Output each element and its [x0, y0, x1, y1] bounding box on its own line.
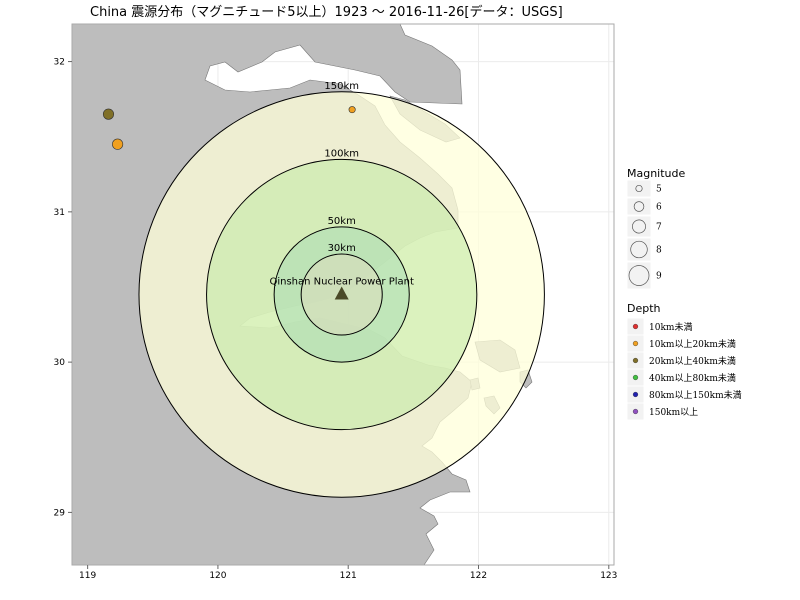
y-tick-label: 29	[54, 508, 66, 518]
axes: 119 120 121 122 123 32 31 30 29	[54, 58, 618, 581]
ring-label: 30km	[328, 243, 356, 254]
legend-magnitude-symbol	[628, 265, 650, 286]
legend-magnitude-symbol	[635, 184, 643, 193]
ring-label: 150km	[324, 81, 359, 92]
y-tick-label: 31	[54, 208, 65, 218]
legend-magnitude: Magnitude 5 6 7 8 9	[626, 167, 686, 290]
ring-label: 100km	[324, 148, 359, 159]
legend-depth-label: 150km以上	[649, 407, 698, 418]
x-tick-label: 120	[209, 571, 226, 581]
legend-depth-label: 80km以上150km未満	[649, 389, 742, 401]
legend-depth-label: 10km未満	[649, 321, 692, 333]
legend-magnitude-label: 7	[656, 223, 662, 233]
legend-magnitude-label: 6	[656, 203, 662, 213]
plant-marker-icon	[334, 286, 349, 300]
legend-magnitude-label: 5	[656, 185, 662, 195]
legend-depth: Depth 10km未満 10km以上20km未満 20km以上40km未満 40km…	[626, 302, 742, 421]
map-panel: 150km 100km 50km 30km Qinshan Nuclear Power…	[71, 23, 615, 566]
y-tick-label: 30	[54, 358, 66, 368]
legend-magnitude-label: 9	[656, 272, 662, 282]
earthquake-points	[102, 106, 356, 150]
x-tick-label: 123	[600, 571, 617, 581]
legend-magnitude-label: 8	[656, 246, 662, 256]
legend-depth-title: Depth	[627, 302, 661, 315]
x-tick-label: 119	[79, 571, 96, 581]
x-tick-label: 121	[340, 571, 357, 581]
legend-depth-symbol	[632, 408, 639, 415]
earthquake-point	[112, 138, 124, 150]
x-tick-label: 122	[470, 571, 487, 581]
legend-depth-label: 40km以上80km未満	[649, 372, 736, 384]
legend-depth-symbol	[632, 391, 639, 398]
legend-magnitude-key	[626, 215, 652, 238]
earthquake-point	[102, 108, 115, 120]
chart-title: China 震源分布（マグニチュード5以上）1923 〜 2016-11-26[…	[90, 4, 563, 20]
legend-magnitude-key	[626, 197, 652, 216]
legend-magnitude-symbol	[633, 201, 645, 212]
legend-depth-symbol	[632, 374, 639, 381]
earthquake-point	[348, 106, 356, 114]
legend-depth-label: 20km以上40km未満	[649, 355, 736, 367]
plant-label: Qinshan Nuclear Power Plant	[269, 277, 414, 288]
legend-depth-label: 10km以上20km未満	[649, 338, 736, 350]
ring-label: 50km	[328, 216, 356, 227]
legend-magnitude-symbol	[630, 240, 648, 259]
legend-depth-symbol	[632, 340, 639, 347]
legend-depth-symbol	[632, 323, 639, 330]
legend-magnitude-symbol	[632, 219, 646, 234]
legend-magnitude-title: Magnitude	[627, 167, 686, 180]
legend-magnitude-key	[626, 261, 652, 290]
legend-magnitude-key	[626, 179, 652, 198]
y-tick-label: 32	[54, 58, 65, 68]
legend-depth-symbol	[632, 357, 639, 364]
plant-marker-group: Qinshan Nuclear Power Plant	[269, 277, 414, 300]
panel-frame	[71, 23, 615, 566]
